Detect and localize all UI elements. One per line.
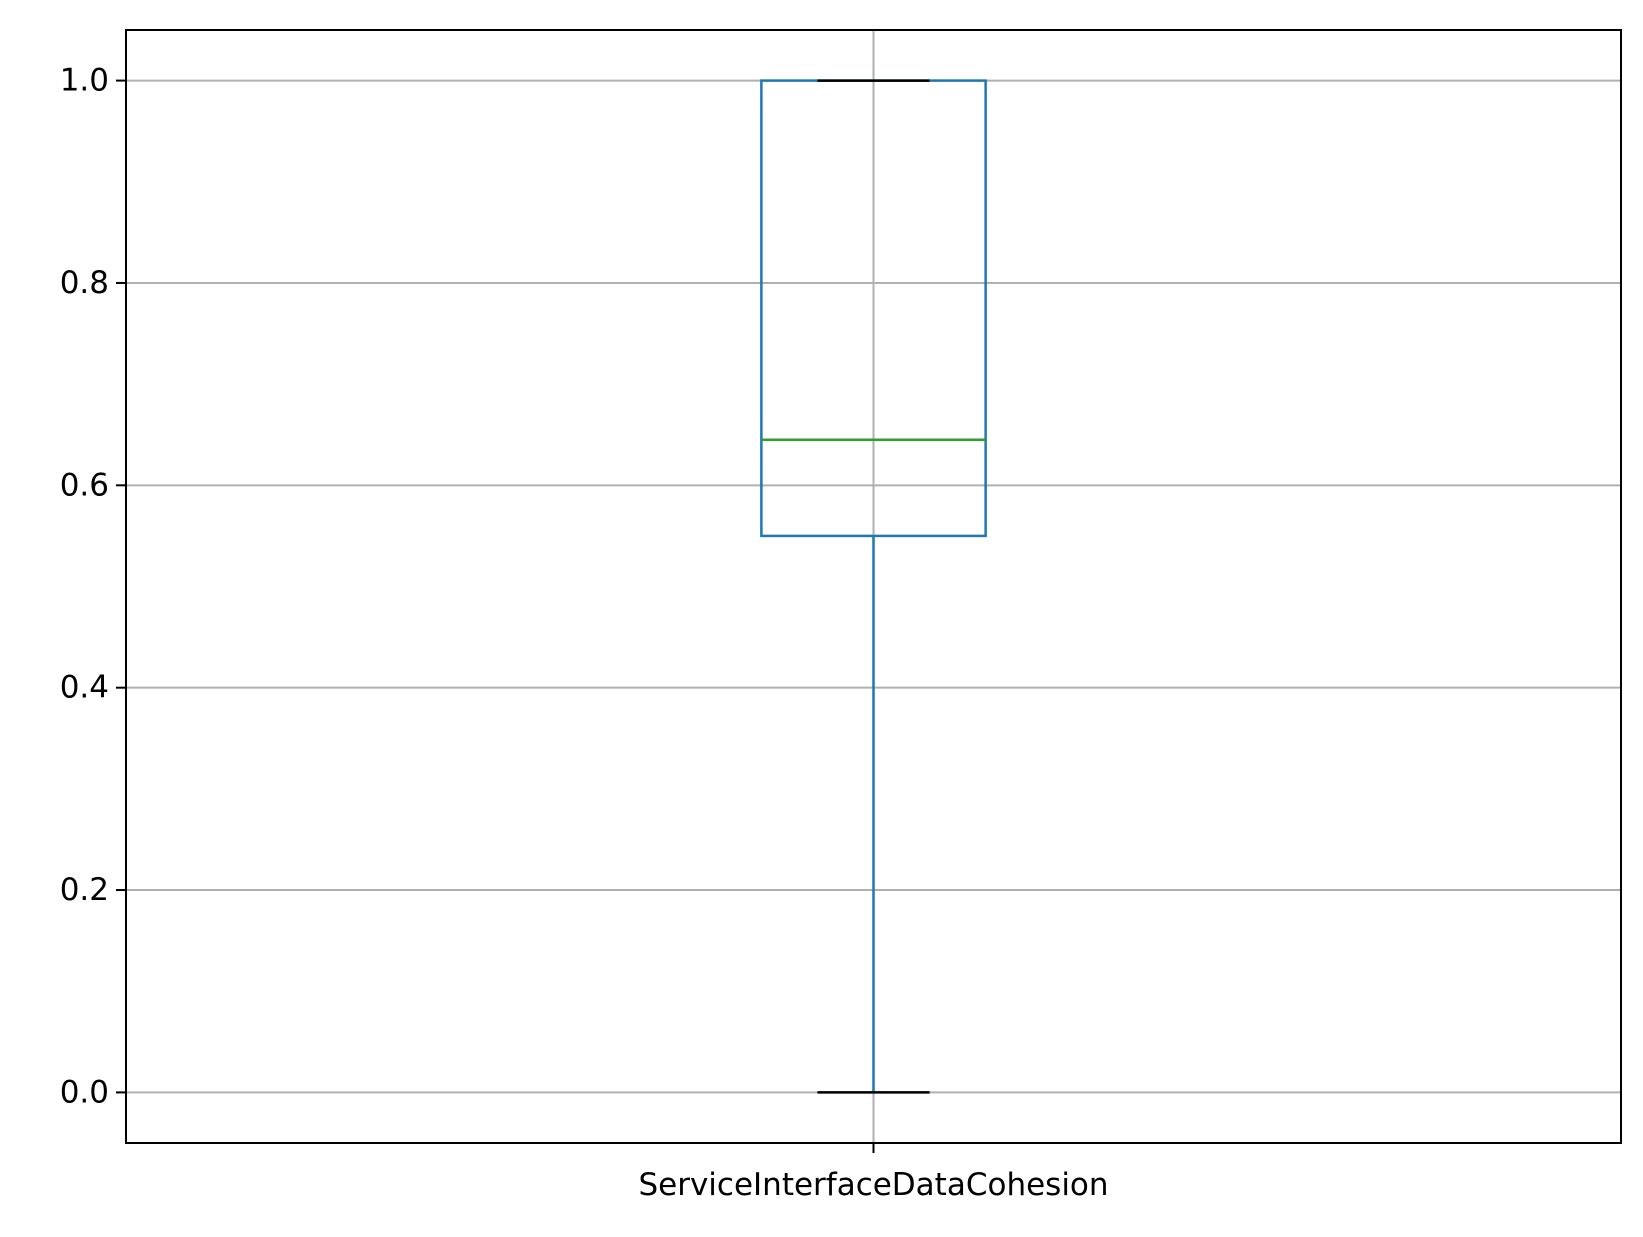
x-tick-label: ServiceInterfaceDataCohesion — [638, 1167, 1108, 1203]
box-series — [760, 79, 987, 1094]
y-tick-label: 0.8 — [60, 265, 109, 301]
y-tick-label: 0.2 — [60, 872, 109, 908]
y-tick-label: 1.0 — [60, 63, 109, 99]
y-tick-label: 0.0 — [60, 1074, 109, 1110]
y-tick-label: 0.4 — [60, 670, 109, 706]
axis-ticks — [116, 79, 875, 1153]
axis-tick-labels: 0.0 0.2 0.4 0.6 0.8 1.0 ServiceInterfaceDataCo… — [60, 63, 1109, 1203]
y-tick-label: 0.6 — [60, 467, 109, 503]
